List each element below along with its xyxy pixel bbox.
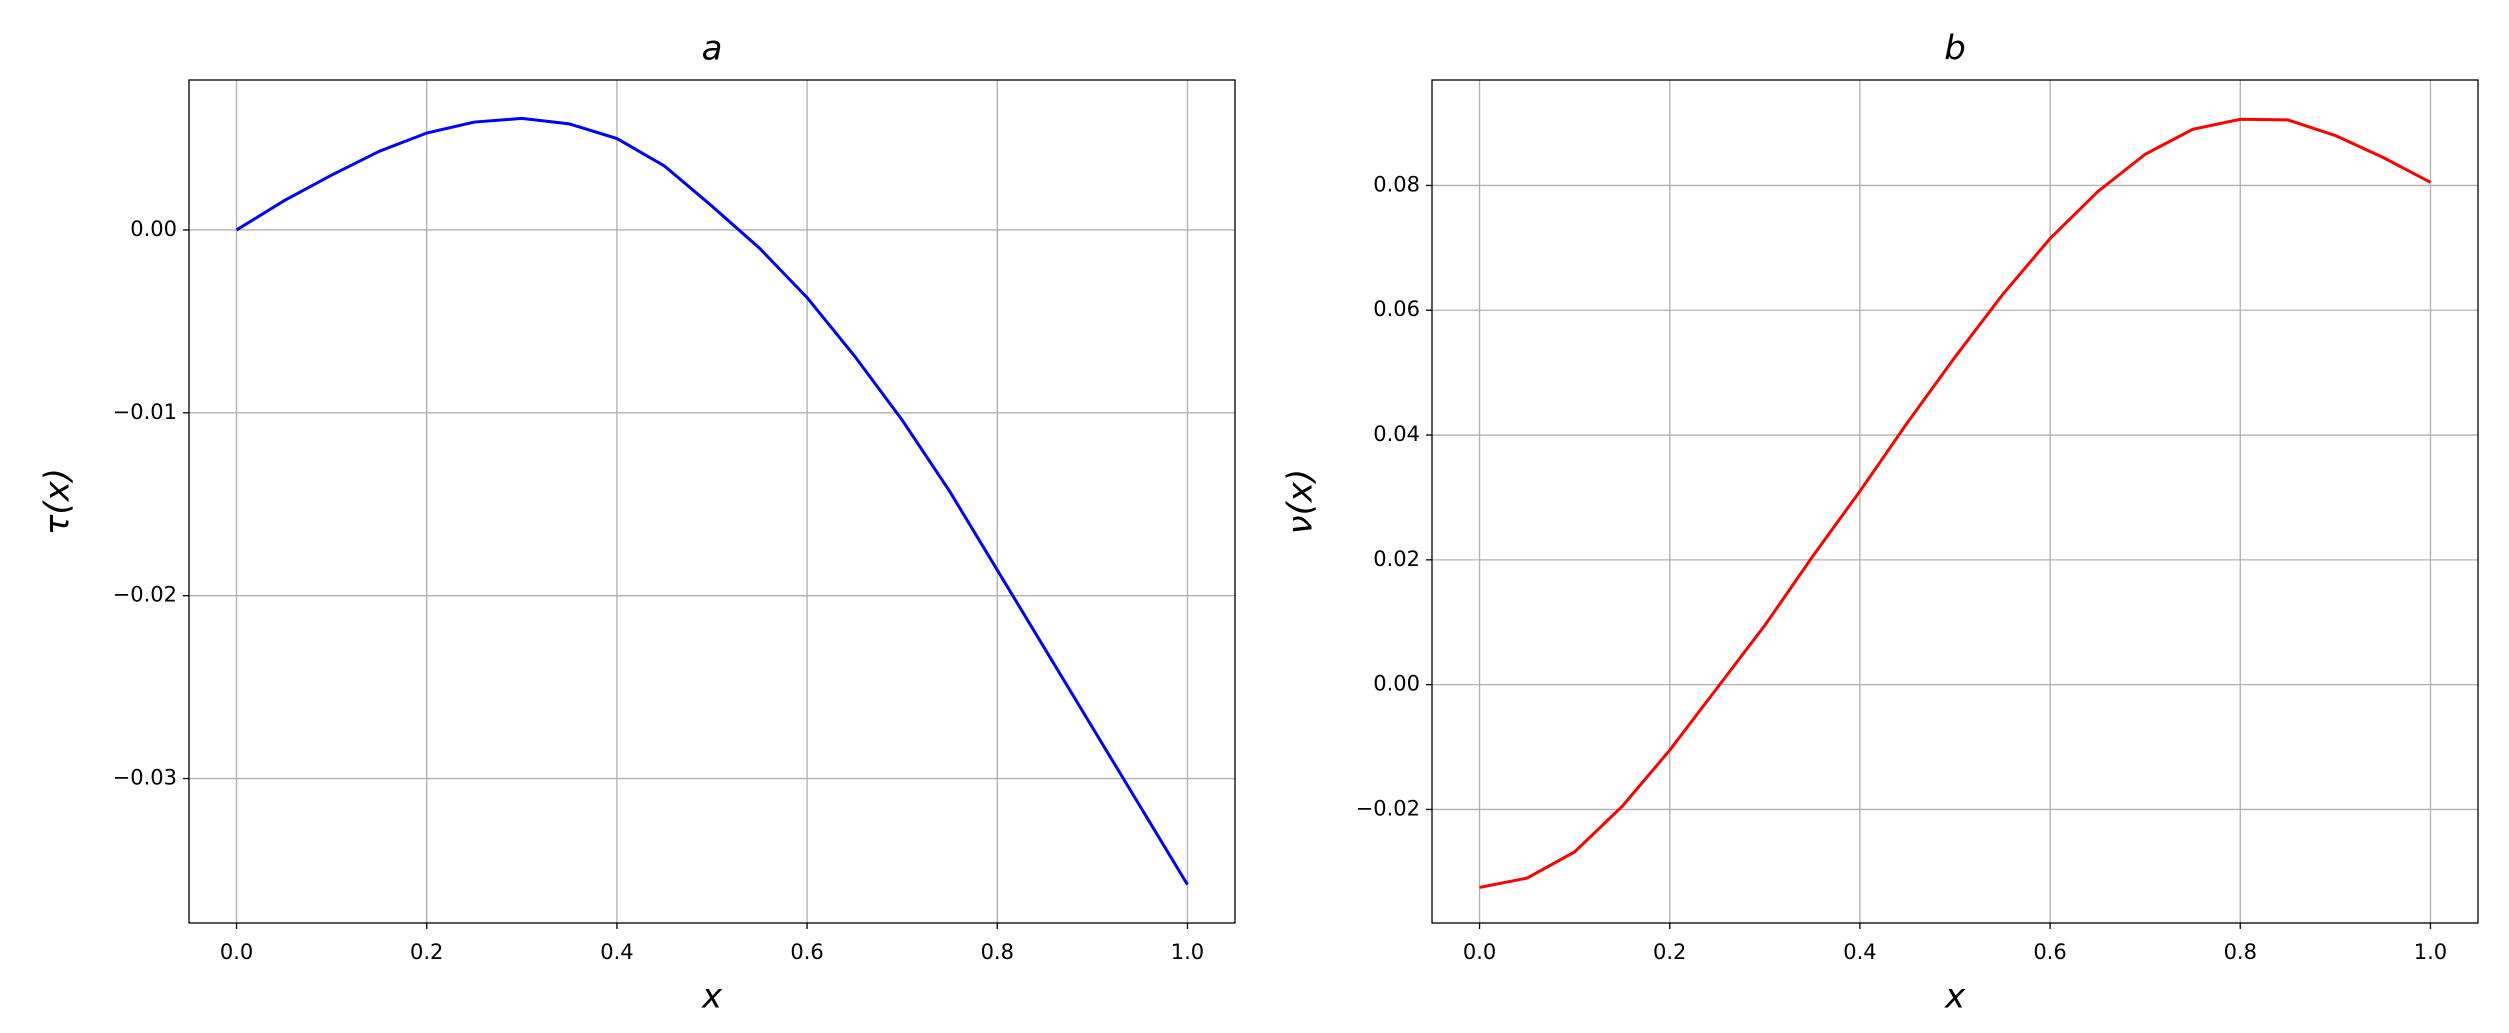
x-tick-label: 0.8 bbox=[2224, 940, 2257, 964]
y-tick-label: 0.04 bbox=[1373, 422, 1420, 446]
y-tick-label: 0.00 bbox=[1373, 672, 1420, 696]
x-tick-label: 0.0 bbox=[220, 940, 253, 964]
y-tick-label: −0.02 bbox=[1356, 796, 1420, 820]
y-tick-label: 0.06 bbox=[1373, 297, 1420, 321]
y-tick-label: −0.01 bbox=[113, 400, 177, 424]
y-tick-label: −0.02 bbox=[113, 583, 177, 607]
x-tick-label: 1.0 bbox=[1171, 940, 1204, 964]
y-axis-label: ν(x) bbox=[1281, 469, 1321, 535]
x-tick-label: 0.2 bbox=[410, 940, 443, 964]
x-tick-label: 0.4 bbox=[1843, 940, 1876, 964]
x-tick-label: 1.0 bbox=[2414, 940, 2447, 964]
plot-frame bbox=[1431, 79, 2479, 924]
chart-title: b bbox=[1944, 29, 1966, 69]
data-line bbox=[235, 116, 1189, 886]
y-tick-label: −0.03 bbox=[113, 766, 177, 790]
x-tick-label: 0.6 bbox=[790, 940, 823, 964]
x-tick-label: 0.2 bbox=[1653, 940, 1686, 964]
x-axis-label: x bbox=[701, 977, 723, 1017]
x-tick-label: 0.4 bbox=[600, 940, 633, 964]
y-tick-label: 0.02 bbox=[1373, 547, 1420, 571]
x-axis-label: x bbox=[1944, 977, 1966, 1017]
x-tick-label: 0.6 bbox=[2033, 940, 2066, 964]
y-axis-label: τ(x) bbox=[38, 468, 78, 535]
y-tick-label: 0.08 bbox=[1373, 172, 1420, 196]
x-tick-label: 0.8 bbox=[981, 940, 1014, 964]
x-tick-label: 0.0 bbox=[1463, 940, 1496, 964]
chart-title: a bbox=[702, 29, 723, 69]
plot-frame bbox=[188, 79, 1236, 924]
data-line bbox=[1479, 117, 2432, 889]
y-tick-label: 0.00 bbox=[130, 217, 177, 241]
